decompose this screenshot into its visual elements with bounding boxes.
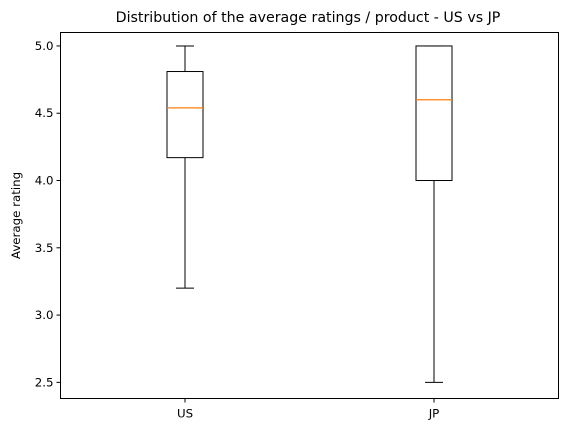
y-axis-label: Average rating (9, 172, 23, 259)
box-series (166, 45, 453, 383)
y-tick-label: 3.5 (35, 241, 54, 255)
x-tick-label: US (177, 407, 193, 421)
iqr-box (166, 71, 204, 159)
x-axis: US JP (177, 398, 440, 421)
y-tick-label: 3.0 (35, 308, 54, 322)
plot-area-frame (60, 32, 559, 399)
y-tick-label: 4.5 (35, 106, 54, 120)
box-us (166, 45, 204, 289)
y-tick-label: 5.0 (35, 39, 54, 53)
y-axis: 2.5 3.0 3.5 4.0 4.5 5.0 (35, 39, 61, 389)
x-tick-label: JP (428, 407, 440, 421)
y-tick-label: 2.5 (35, 375, 54, 389)
box-jp (415, 45, 453, 383)
chart-title: Distribution of the average ratings / pr… (116, 10, 501, 26)
iqr-box (415, 45, 453, 182)
y-tick-label: 4.0 (35, 174, 54, 188)
